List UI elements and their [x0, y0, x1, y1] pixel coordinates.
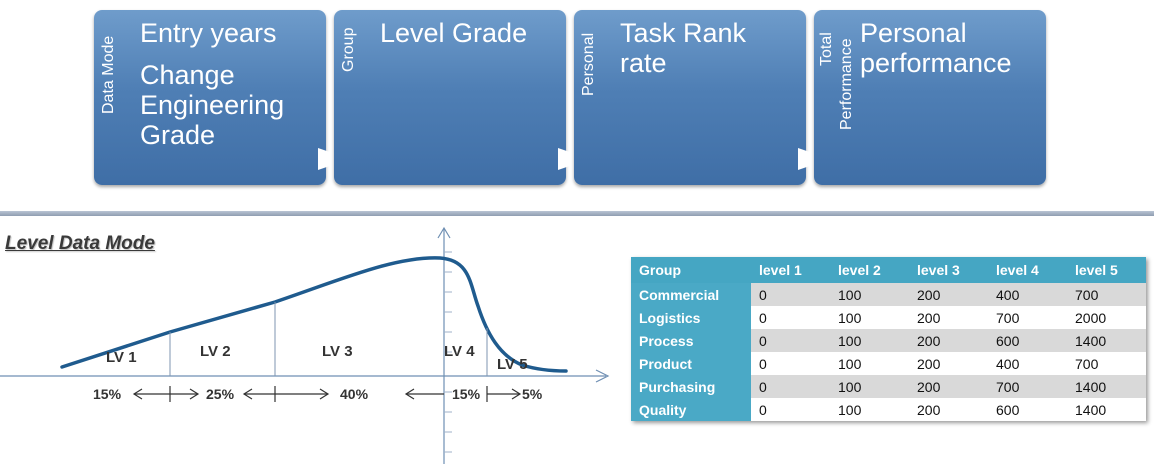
table-row: Process 0 100 200 600 1400 [631, 329, 1146, 352]
step-total-performance: Total Performance Personal performance [814, 10, 1046, 185]
step-text: Personal performance [860, 18, 1012, 78]
value-cell: 400 [988, 352, 1067, 375]
level-label: LV 3 [322, 343, 353, 360]
value-cell: 100 [830, 283, 909, 306]
step-line: Engineering [140, 90, 285, 120]
step-line: performance [860, 48, 1012, 78]
value-cell: 0 [751, 398, 830, 421]
step-side-line: Total [818, 32, 835, 66]
group-cell: Product [631, 352, 751, 375]
range-arrows [132, 386, 522, 402]
value-cell: 0 [751, 306, 830, 329]
table-header-cell: level 2 [830, 257, 909, 283]
level-label: LV 4 [444, 343, 475, 360]
table-header-cell: level 5 [1067, 257, 1146, 283]
value-cell: 400 [988, 283, 1067, 306]
value-cell: 100 [830, 352, 909, 375]
group-cell: Logistics [631, 306, 751, 329]
table-row: Purchasing 0 100 200 700 1400 [631, 375, 1146, 398]
group-cell: Process [631, 329, 751, 352]
section-title: Level Data Mode [5, 233, 155, 254]
value-cell: 600 [988, 398, 1067, 421]
value-cell: 200 [909, 329, 988, 352]
percentage-label: 5% [522, 386, 543, 402]
value-cell: 0 [751, 352, 830, 375]
level-dividers [169, 302, 488, 376]
value-cell: 200 [909, 352, 988, 375]
value-cell: 0 [751, 329, 830, 352]
table-row: Product 0 100 200 400 700 [631, 352, 1146, 375]
step-data-mode: Data Mode Entry years Change Engineering… [94, 10, 326, 185]
percentage-label: 15% [452, 386, 481, 402]
value-cell: 1400 [1067, 398, 1146, 421]
table-header-row: Group level 1 level 2 level 3 level 4 le… [631, 257, 1146, 283]
group-cell: Quality [631, 398, 751, 421]
step-personal: Personal Task Rank rate [574, 10, 806, 185]
table-header-cell: level 1 [751, 257, 830, 283]
step-side-label: Group [340, 27, 357, 72]
value-cell: 700 [988, 375, 1067, 398]
value-cell: 600 [988, 329, 1067, 352]
value-cell: 0 [751, 375, 830, 398]
y-axis-arrowhead [437, 226, 451, 239]
percentage-label: 15% [93, 386, 122, 402]
x-axis-arrowhead [595, 369, 610, 383]
value-cell: 200 [909, 306, 988, 329]
value-cell: 200 [909, 283, 988, 306]
level-table: Group level 1 level 2 level 3 level 4 le… [631, 257, 1146, 421]
group-cell: Commercial [631, 283, 751, 306]
step-line: Grade [140, 120, 216, 150]
step-line: rate [620, 48, 667, 78]
step-text: Entry years Change Engineering Grade [140, 18, 284, 150]
step-line: Level Grade [380, 18, 528, 48]
level-label: LV 2 [200, 343, 231, 360]
step-line: Entry years [140, 18, 277, 48]
distribution-curve [60, 256, 568, 373]
value-cell: 700 [1067, 283, 1146, 306]
step-group: Group Level Grade [334, 10, 566, 185]
value-cell: 1400 [1067, 375, 1146, 398]
table-row: Logistics 0 100 200 700 2000 [631, 306, 1146, 329]
value-cell: 200 [909, 398, 988, 421]
table-row: Quality 0 100 200 600 1400 [631, 398, 1146, 421]
value-cell: 0 [751, 283, 830, 306]
group-cell: Purchasing [631, 375, 751, 398]
step-line: Personal [860, 18, 967, 48]
step-line: Change [140, 60, 235, 90]
value-cell: 700 [1067, 352, 1146, 375]
percentage-label: 40% [340, 386, 369, 402]
step-text: Task Rank rate [620, 18, 746, 78]
value-cell: 100 [830, 398, 909, 421]
step-text: Level Grade [380, 18, 527, 48]
value-cell: 200 [909, 375, 988, 398]
step-side-label: Personal [580, 32, 597, 96]
table-header-cell: Group [631, 257, 751, 283]
y-axis-ticks [444, 251, 452, 453]
level-label: LV 5 [497, 356, 528, 373]
table-header-cell: level 3 [909, 257, 988, 283]
step-side-line: Performance [838, 38, 855, 130]
table-row: Commercial 0 100 200 400 700 [631, 283, 1146, 306]
table-header-cell: level 4 [988, 257, 1067, 283]
value-cell: 100 [830, 375, 909, 398]
divider [0, 211, 1154, 216]
step-line: Task Rank [620, 18, 747, 48]
level-curve-diagram: LV 1 LV 2 LV 3 LV 4 LV 5 15% 25% 40% 15%… [0, 226, 610, 464]
value-cell: 100 [830, 306, 909, 329]
level-label: LV 1 [106, 349, 137, 366]
value-cell: 100 [830, 329, 909, 352]
percentage-label: 25% [206, 386, 235, 402]
value-cell: 700 [988, 306, 1067, 329]
value-cell: 2000 [1067, 306, 1146, 329]
value-cell: 1400 [1067, 329, 1146, 352]
step-side-label: Data Mode [100, 35, 117, 114]
